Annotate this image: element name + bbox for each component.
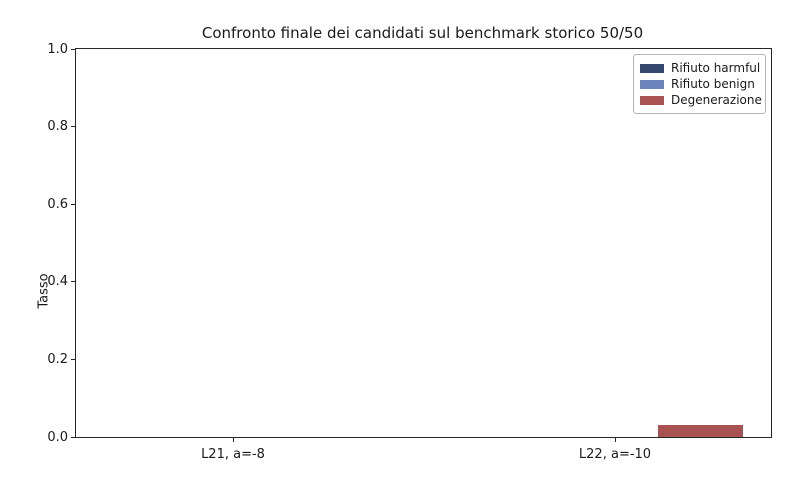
legend: Rifiuto harmful Rifiuto benign Degenerazio… xyxy=(633,54,766,114)
x-tick-mark xyxy=(233,438,234,442)
y-tick-label: 0.8 xyxy=(47,119,68,135)
y-tick-label: 0.2 xyxy=(47,351,68,367)
legend-swatch xyxy=(640,63,664,73)
y-tick-mark xyxy=(71,126,75,128)
legend-swatch xyxy=(640,79,664,89)
legend-swatch xyxy=(640,95,664,105)
legend-label: Rifiuto harmful xyxy=(671,61,761,75)
y-tick-mark xyxy=(71,48,75,50)
legend-item: Rifiuto benign xyxy=(640,76,758,92)
x-tick-label: L21, a=-8 xyxy=(201,447,265,462)
y-tick-mark xyxy=(71,281,75,283)
legend-item: Degenerazione xyxy=(640,92,762,108)
chart-title: Confronto finale dei candidati sul bench… xyxy=(201,24,644,42)
plot-area: Tasso 0.0 0.2 0.4 0.6 0.8 1.0 L21, a=-8 L22, a=… xyxy=(37,43,772,462)
x-tick-mark xyxy=(615,438,616,442)
bar-degenerazione xyxy=(657,425,743,437)
y-tick-label: 0.0 xyxy=(47,429,68,445)
legend-label: Degenerazione xyxy=(671,93,762,107)
y-tick-mark xyxy=(71,358,75,360)
y-tick-mark xyxy=(71,203,75,205)
legend-label: Rifiuto benign xyxy=(671,77,755,91)
x-tick-label: L22, a=-10 xyxy=(578,447,652,462)
y-tick-label: 1.0 xyxy=(47,41,68,57)
y-tick-mark xyxy=(71,436,75,438)
y-tick-label: 0.4 xyxy=(47,274,68,290)
legend-item: Rifiuto harmful xyxy=(640,60,761,76)
y-tick-label: 0.6 xyxy=(47,196,68,212)
